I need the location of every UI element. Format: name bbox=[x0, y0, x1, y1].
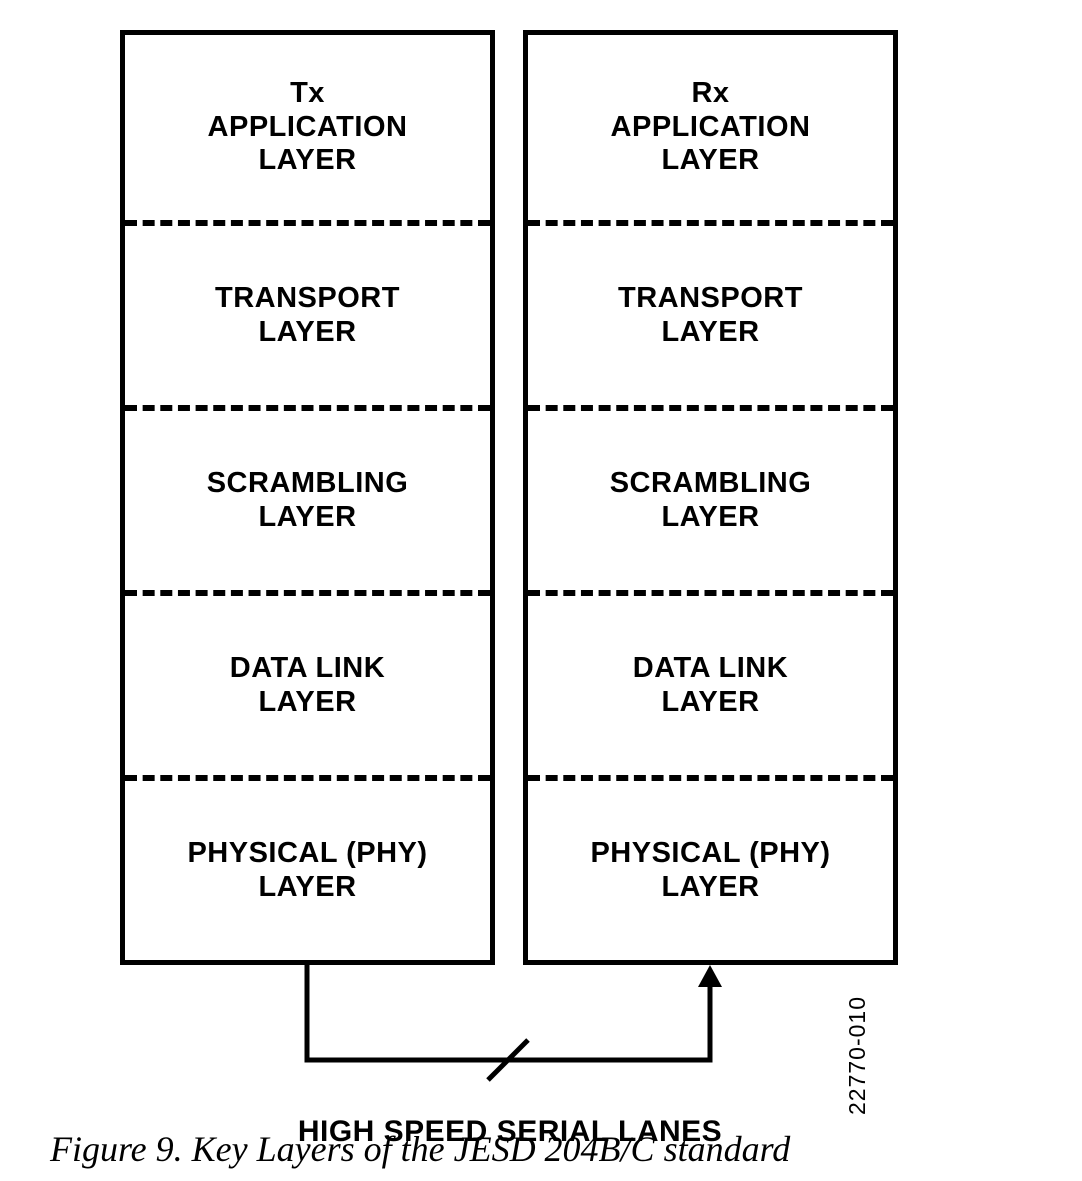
layer-text: DATA LINK bbox=[230, 652, 385, 685]
layer-text: LAYER bbox=[258, 686, 356, 719]
layer-text: LAYER bbox=[258, 316, 356, 349]
rx-transport-layer: TRANSPORT LAYER bbox=[528, 220, 893, 405]
layer-text: TRANSPORT bbox=[215, 282, 400, 315]
layer-text: LAYER bbox=[258, 501, 356, 534]
layer-text: SCRAMBLING bbox=[207, 467, 409, 500]
tx-application-layer: Tx APPLICATION LAYER bbox=[125, 35, 490, 220]
layer-diagram: Tx APPLICATION LAYER TRANSPORT LAYER SCR… bbox=[120, 30, 960, 1105]
rx-datalink-layer: DATA LINK LAYER bbox=[528, 590, 893, 775]
tx-scrambling-layer: SCRAMBLING LAYER bbox=[125, 405, 490, 590]
layer-text: APPLICATION bbox=[208, 111, 408, 144]
layer-text: Rx bbox=[691, 77, 729, 110]
tx-physical-layer: PHYSICAL (PHY) LAYER bbox=[125, 775, 490, 960]
tx-datalink-layer: DATA LINK LAYER bbox=[125, 590, 490, 775]
layer-text: PHYSICAL (PHY) bbox=[590, 837, 830, 870]
layer-text: LAYER bbox=[661, 871, 759, 904]
layer-text: LAYER bbox=[661, 686, 759, 719]
arrow-up-icon bbox=[698, 965, 722, 987]
layer-text: APPLICATION bbox=[611, 111, 811, 144]
layer-text: LAYER bbox=[258, 144, 356, 177]
rx-column: Rx APPLICATION LAYER TRANSPORT LAYER SCR… bbox=[523, 30, 898, 965]
rx-physical-layer: PHYSICAL (PHY) LAYER bbox=[528, 775, 893, 960]
layer-text: LAYER bbox=[661, 316, 759, 349]
layer-text: LAYER bbox=[661, 144, 759, 177]
tx-column: Tx APPLICATION LAYER TRANSPORT LAYER SCR… bbox=[120, 30, 495, 965]
layer-text: LAYER bbox=[661, 501, 759, 534]
tx-transport-layer: TRANSPORT LAYER bbox=[125, 220, 490, 405]
layer-text: Tx bbox=[290, 77, 325, 110]
layer-text: DATA LINK bbox=[633, 652, 788, 685]
layer-text: SCRAMBLING bbox=[610, 467, 812, 500]
rx-scrambling-layer: SCRAMBLING LAYER bbox=[528, 405, 893, 590]
layer-text: PHYSICAL (PHY) bbox=[187, 837, 427, 870]
figure-code: 22770-010 bbox=[844, 996, 871, 1115]
columns-row: Tx APPLICATION LAYER TRANSPORT LAYER SCR… bbox=[120, 30, 960, 965]
serial-lane-path bbox=[307, 965, 710, 1060]
layer-text: TRANSPORT bbox=[618, 282, 803, 315]
connector-area: HIGH SPEED SERIAL LANES 22770-010 bbox=[120, 965, 900, 1105]
rx-application-layer: Rx APPLICATION LAYER bbox=[528, 35, 893, 220]
figure-caption: Figure 9. Key Layers of the JESD 204B/C … bbox=[50, 1128, 1030, 1170]
layer-text: LAYER bbox=[258, 871, 356, 904]
